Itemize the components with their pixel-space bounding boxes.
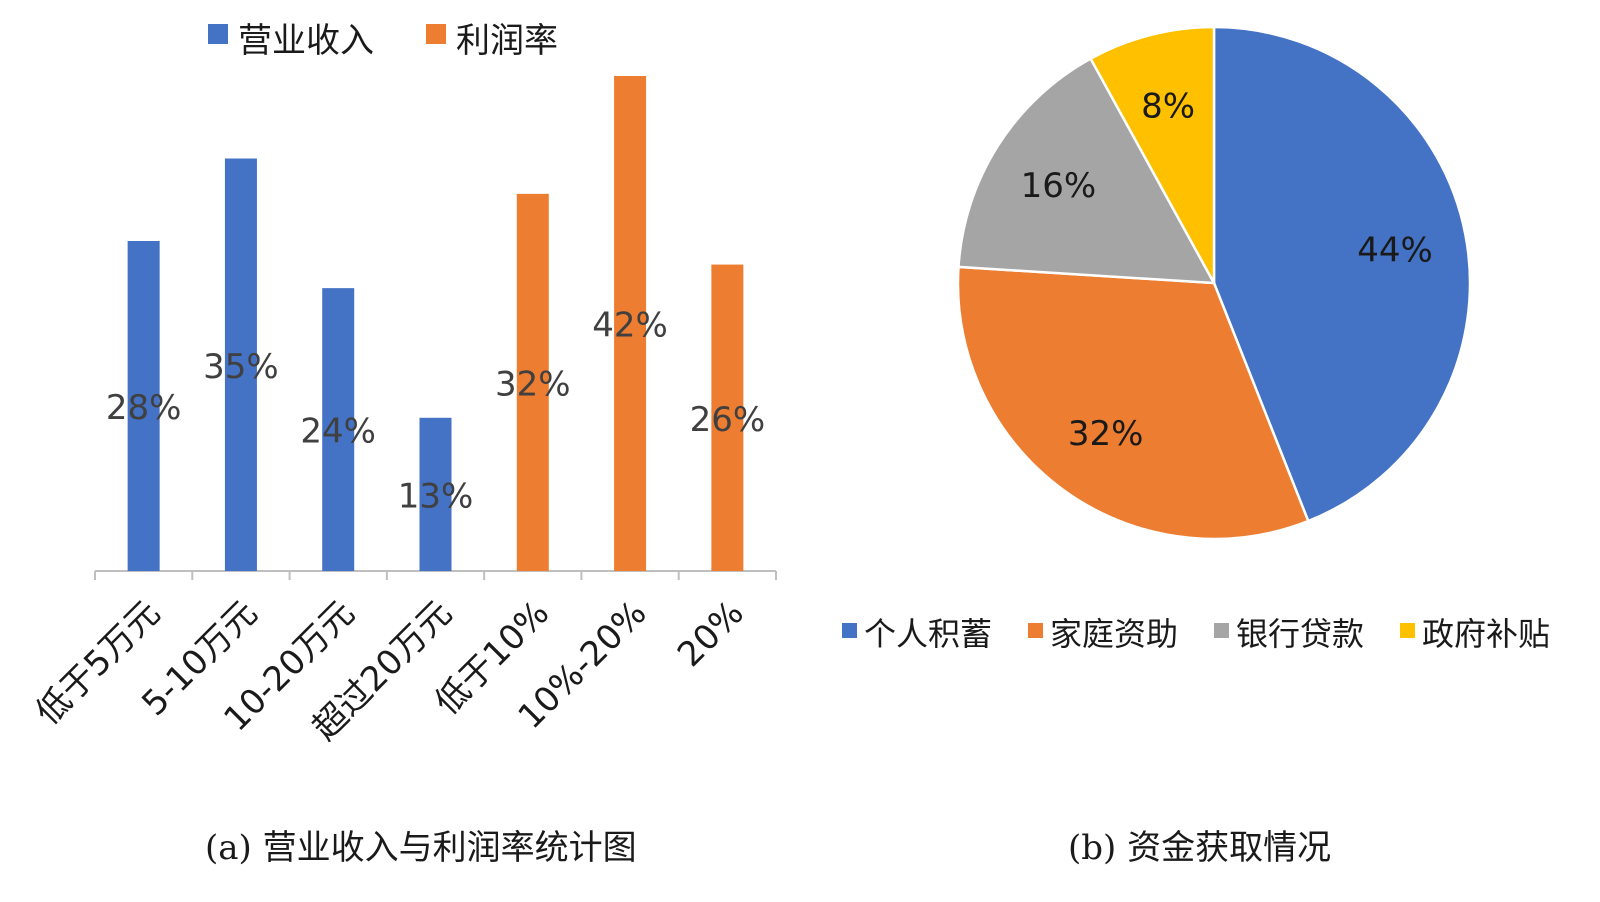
bar-7 <box>711 264 744 571</box>
pie-chart-caption: (b) 资金获取情况 <box>1068 828 1332 868</box>
pie-legend-swatch-1 <box>842 623 857 638</box>
pie-legend-label-4: 政府补贴 <box>1422 615 1550 653</box>
pie-legend-label-1: 个人积蓄 <box>864 615 992 653</box>
bar-data-label-7: 26% <box>690 400 766 440</box>
bar-data-label-6: 42% <box>592 306 668 346</box>
bar-1 <box>127 241 160 571</box>
bar-2 <box>224 158 257 571</box>
pie-legend-swatch-4 <box>1400 623 1415 638</box>
pie-legend-label-3: 银行贷款 <box>1236 615 1364 653</box>
bar-3 <box>322 288 355 571</box>
bar-chart-caption: (a) 营业收入与利润率统计图 <box>205 828 637 868</box>
pie-slice-2 <box>956 265 1310 541</box>
x-tick-label-1: 低于5万元 <box>28 593 168 733</box>
pie-data-label-1: 44% <box>1357 230 1433 270</box>
pie-slice-1 <box>1212 25 1472 523</box>
pie-slice-4 <box>1088 25 1216 284</box>
legend-swatch-1 <box>208 24 228 44</box>
bar-data-label-2: 35% <box>203 347 279 387</box>
x-tick-label-7: 20% <box>670 593 752 675</box>
legend-label-2: 利润率 <box>456 21 558 61</box>
bar-chart: 营业收入 利润率28%35%24%13%32%42%26%低于5万元5-10万元1… <box>28 21 777 748</box>
pie-data-label-3: 16% <box>1021 166 1097 206</box>
legend-label-1: 营业收入 <box>238 21 374 61</box>
bar-4 <box>419 417 452 571</box>
bar-data-label-3: 24% <box>300 412 376 452</box>
bar-data-label-1: 28% <box>106 388 182 428</box>
pie-data-label-4: 8% <box>1141 86 1195 126</box>
pie-slice-3 <box>957 56 1217 285</box>
bar-data-label-5: 32% <box>495 364 571 404</box>
pie-legend-swatch-2 <box>1028 623 1043 638</box>
legend-swatch-2 <box>426 24 446 44</box>
pie-legend-swatch-3 <box>1214 623 1229 638</box>
pie-data-label-2: 32% <box>1068 414 1144 454</box>
bar-6 <box>614 76 647 571</box>
pie-legend-label-2: 家庭资助 <box>1050 615 1178 653</box>
bar-5 <box>516 193 549 571</box>
bar-data-label-4: 13% <box>398 476 474 516</box>
pie-chart: 44% 32% 16% 8% 个人积蓄 家庭资助 银行贷款 政府补贴 <box>842 25 1550 653</box>
